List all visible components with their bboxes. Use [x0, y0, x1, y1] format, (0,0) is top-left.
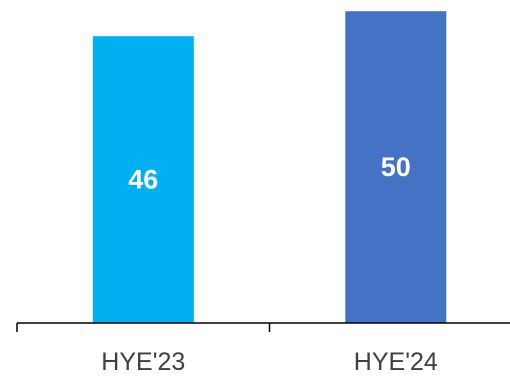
bar-2: [345, 11, 447, 323]
bar-value-label-1: 46: [128, 165, 158, 195]
bar-value-label-2: 50: [381, 152, 411, 182]
bars-group: [92, 11, 447, 323]
category-label-1: HYE'23: [101, 348, 185, 376]
value-labels-group: 46 50: [128, 152, 411, 195]
category-label-2: HYE'24: [354, 348, 438, 376]
category-labels-group: HYE'23 HYE'24: [101, 348, 438, 376]
bar-1: [92, 36, 194, 323]
x-axis-ticks: [16, 323, 271, 332]
